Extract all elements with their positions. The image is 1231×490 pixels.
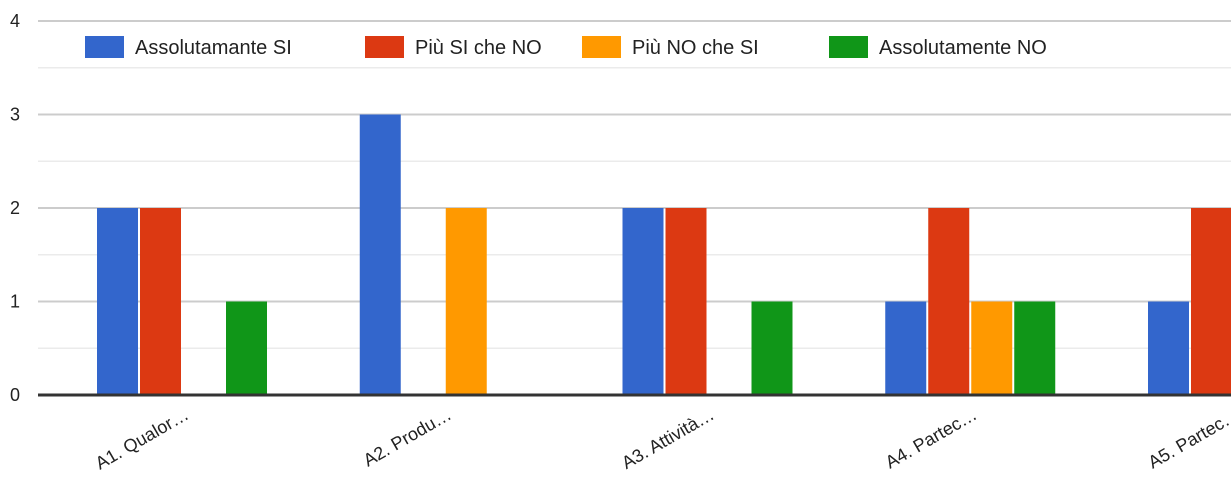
bar xyxy=(1148,301,1189,395)
bar xyxy=(97,208,138,395)
bar xyxy=(751,301,793,395)
legend-swatch xyxy=(85,36,124,58)
y-tick-label: 0 xyxy=(10,385,20,405)
bars xyxy=(97,114,1231,395)
y-tick-label: 3 xyxy=(10,105,20,125)
x-tick-label: A1. Qualor… xyxy=(92,404,192,473)
bar xyxy=(1191,208,1231,395)
legend-swatch xyxy=(365,36,404,58)
legend-label: Più SI che NO xyxy=(415,37,542,59)
x-tick-label: A5. Partec… xyxy=(1145,404,1231,472)
bar xyxy=(140,208,181,395)
legend-swatch xyxy=(582,36,621,58)
y-tick-label: 1 xyxy=(10,292,20,312)
bar xyxy=(226,301,267,395)
legend-label: Assolutamante SI xyxy=(135,37,292,59)
bar xyxy=(622,208,664,395)
x-tick-label: A4. Partec… xyxy=(882,404,980,472)
bar xyxy=(971,301,1013,395)
x-tick-label: A3. Attività… xyxy=(618,404,717,473)
y-tick-label: 2 xyxy=(10,198,20,218)
y-axis-ticks: 0 1 2 3 4 xyxy=(10,11,20,405)
legend-swatch xyxy=(829,36,868,58)
y-tick-label: 4 xyxy=(10,11,20,31)
bar xyxy=(928,208,970,395)
legend: Assolutamante SI Più SI che NO Più NO che … xyxy=(85,36,1047,59)
bar xyxy=(445,208,487,395)
x-tick-label: A2. Produ… xyxy=(360,404,455,470)
bar xyxy=(359,114,401,395)
legend-label: Più NO che SI xyxy=(632,37,759,59)
bar xyxy=(665,208,707,395)
x-axis-labels: A1. Qualor… A2. Produ… A3. Attività… A4. Pa… xyxy=(92,404,1231,473)
bar xyxy=(885,301,927,395)
legend-label: Assolutamente NO xyxy=(879,37,1047,59)
bar xyxy=(1014,301,1056,395)
